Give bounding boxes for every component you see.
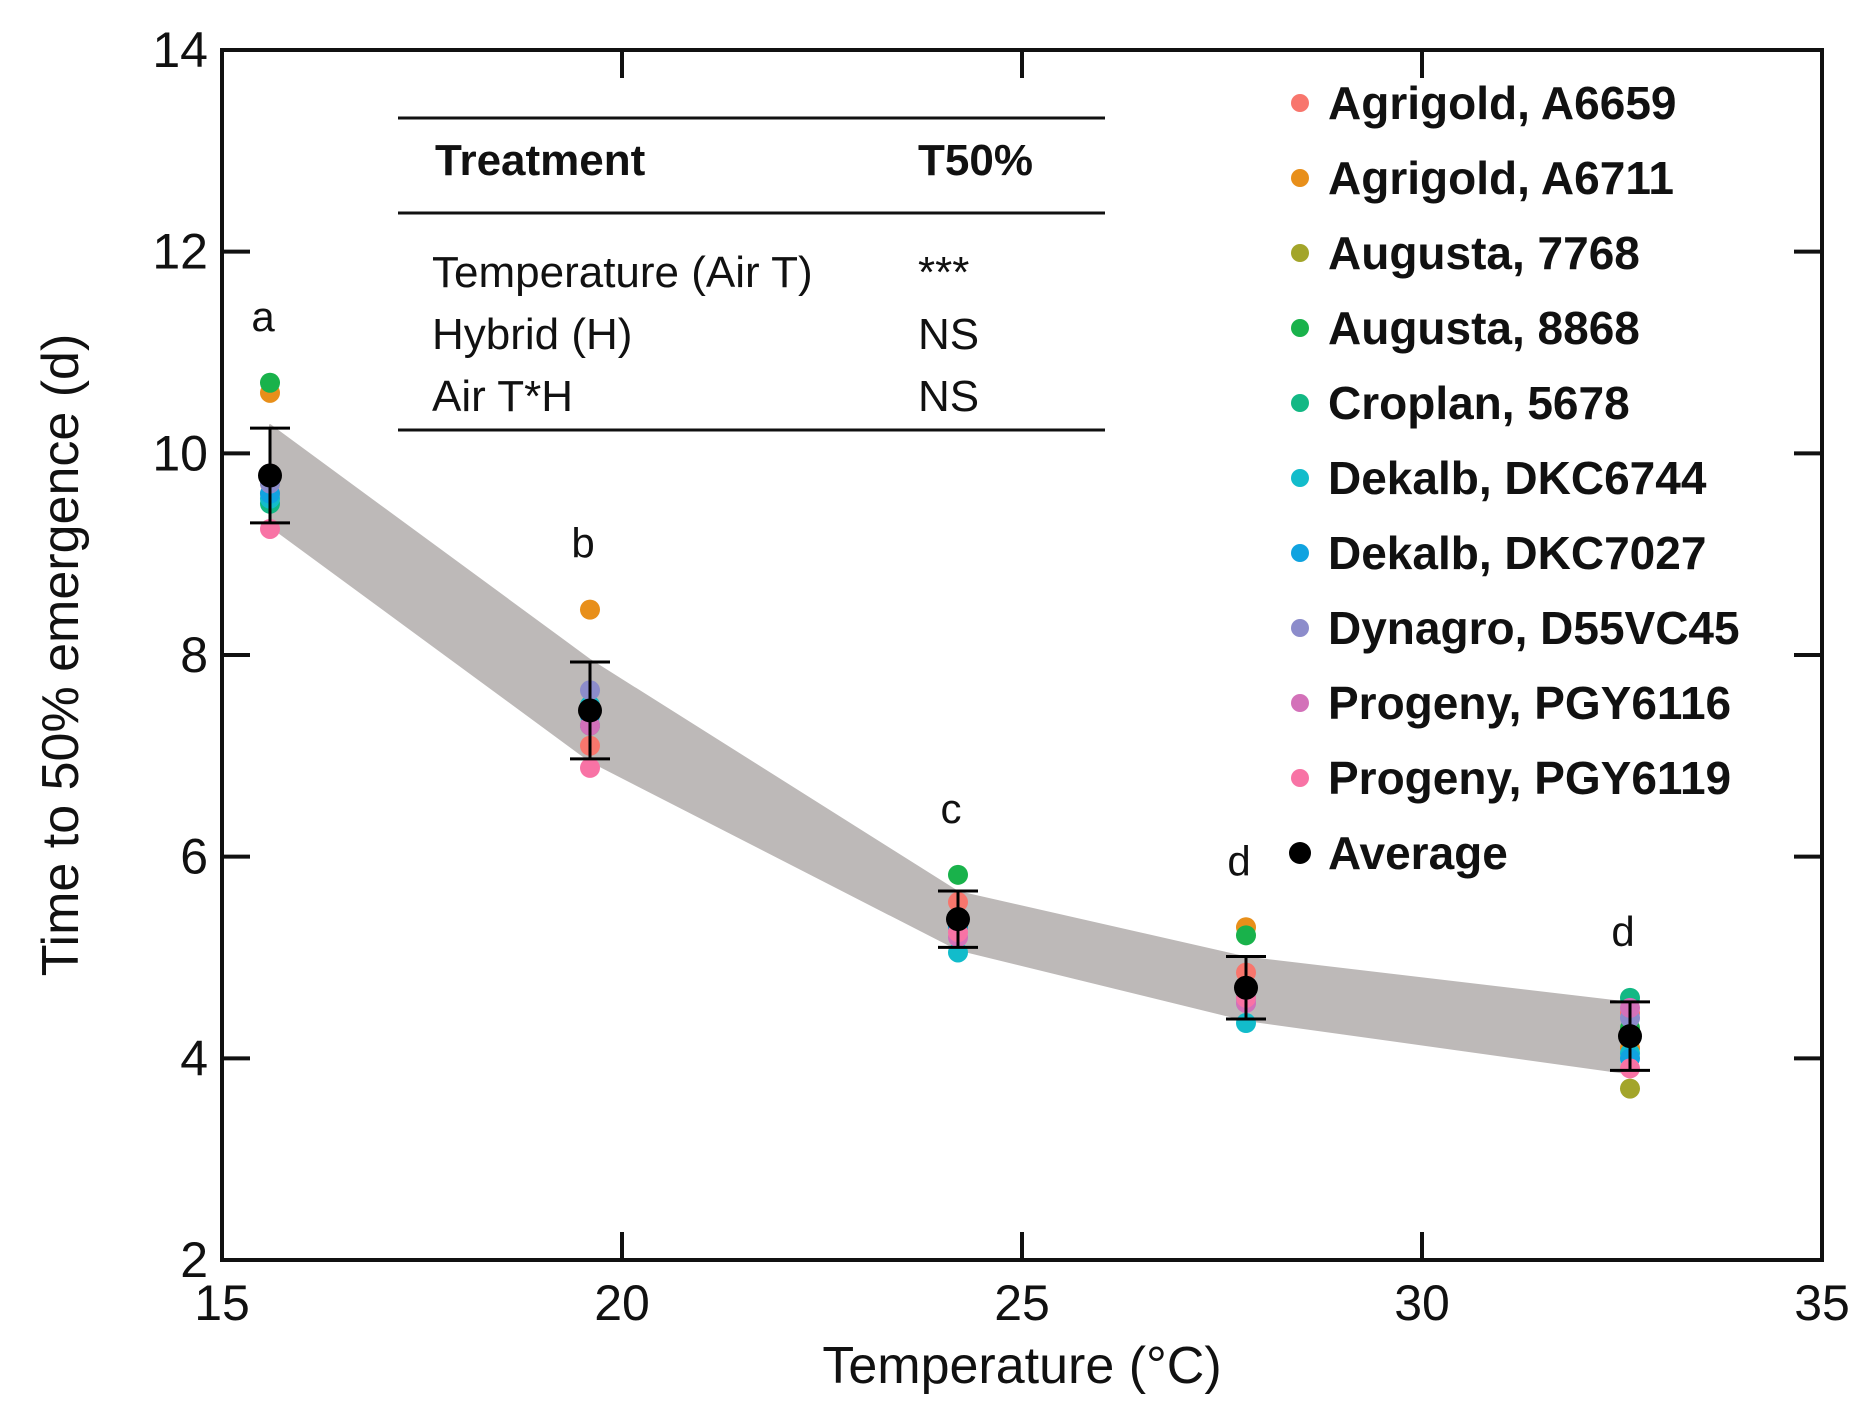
legend: Agrigold, A6659 Agrigold, A6711 Augusta, 7…	[1289, 77, 1740, 879]
average-point	[946, 907, 970, 932]
legend-marker	[1291, 94, 1309, 112]
confidence-band	[269, 424, 1631, 1075]
legend-marker	[1291, 694, 1309, 712]
legend-label: Dynagro, D55VC45	[1328, 602, 1740, 654]
table-row-significance: NS	[918, 372, 979, 421]
data-point	[1236, 925, 1256, 946]
legend-marker	[1291, 619, 1309, 637]
table-row-significance: NS	[918, 310, 979, 359]
x-tick-label: 25	[994, 1275, 1050, 1331]
group-letters-layer: a b c d d	[251, 293, 1634, 955]
legend-marker	[1291, 394, 1309, 412]
legend-marker	[1291, 244, 1309, 262]
legend-marker	[1291, 319, 1309, 337]
legend-label: Agrigold, A6659	[1328, 77, 1676, 129]
y-tick-label: 14	[152, 22, 208, 78]
data-point	[1620, 1078, 1640, 1099]
average-layer	[250, 426, 1650, 1072]
legend-label: Augusta, 8868	[1328, 302, 1640, 354]
y-tick-label: 10	[152, 425, 208, 481]
group-letter: d	[1227, 837, 1250, 884]
confidence-band-layer	[269, 424, 1631, 1075]
legend-label: Croplan, 5678	[1328, 377, 1630, 429]
x-tick-label: 20	[594, 1275, 650, 1331]
group-letter: a	[251, 293, 275, 340]
table-row-treatment: Temperature (Air T)	[432, 248, 813, 297]
legend-marker	[1291, 769, 1309, 787]
x-axis-title: Temperature (°C)	[822, 1337, 1221, 1395]
average-point	[1234, 975, 1258, 1000]
legend-marker	[1291, 169, 1309, 187]
anova-table: Treatment T50% Temperature (Air T) *** H…	[398, 116, 1105, 432]
average-point	[258, 463, 282, 488]
x-tick-label: 15	[194, 1275, 250, 1331]
y-tick-label: 12	[152, 224, 208, 280]
legend-label: Agrigold, A6711	[1328, 152, 1674, 204]
x-tick-label: 30	[1394, 1275, 1450, 1331]
legend-label: Dekalb, DKC7027	[1328, 527, 1706, 579]
data-point	[580, 599, 600, 620]
legend-marker	[1291, 544, 1309, 562]
legend-marker	[1289, 842, 1311, 864]
table-row-significance: ***	[918, 248, 969, 297]
y-tick-label: 2	[180, 1232, 208, 1288]
table-header-treatment: Treatment	[435, 136, 646, 185]
legend-label: Dekalb, DKC6744	[1328, 452, 1707, 504]
table-header-t50: T50%	[918, 136, 1033, 185]
x-tick-label: 35	[1794, 1275, 1850, 1331]
legend-marker	[1291, 469, 1309, 487]
table-row-treatment: Hybrid (H)	[432, 310, 632, 359]
legend-label: Progeny, PGY6116	[1328, 677, 1731, 729]
group-letter: d	[1611, 908, 1634, 955]
table-row-treatment: Air T*H	[432, 372, 573, 421]
legend-label: Augusta, 7768	[1328, 227, 1640, 279]
axes-layer: 15 20 25 30 35 2 4 6 8 10 12 14	[152, 22, 1849, 1331]
y-tick-label: 4	[180, 1030, 208, 1086]
y-tick-label: 8	[180, 627, 208, 683]
legend-label: Average	[1328, 827, 1508, 879]
group-letter: c	[941, 785, 962, 832]
data-point	[948, 864, 968, 885]
data-point	[580, 757, 600, 778]
average-point	[578, 698, 602, 723]
y-axis-title: Time to 50% emergence (d)	[32, 334, 90, 977]
group-letter: b	[571, 520, 594, 567]
average-point	[1618, 1024, 1642, 1049]
y-tick-label: 6	[180, 829, 208, 885]
data-point	[260, 372, 280, 393]
legend-label: Progeny, PGY6119	[1328, 752, 1731, 804]
